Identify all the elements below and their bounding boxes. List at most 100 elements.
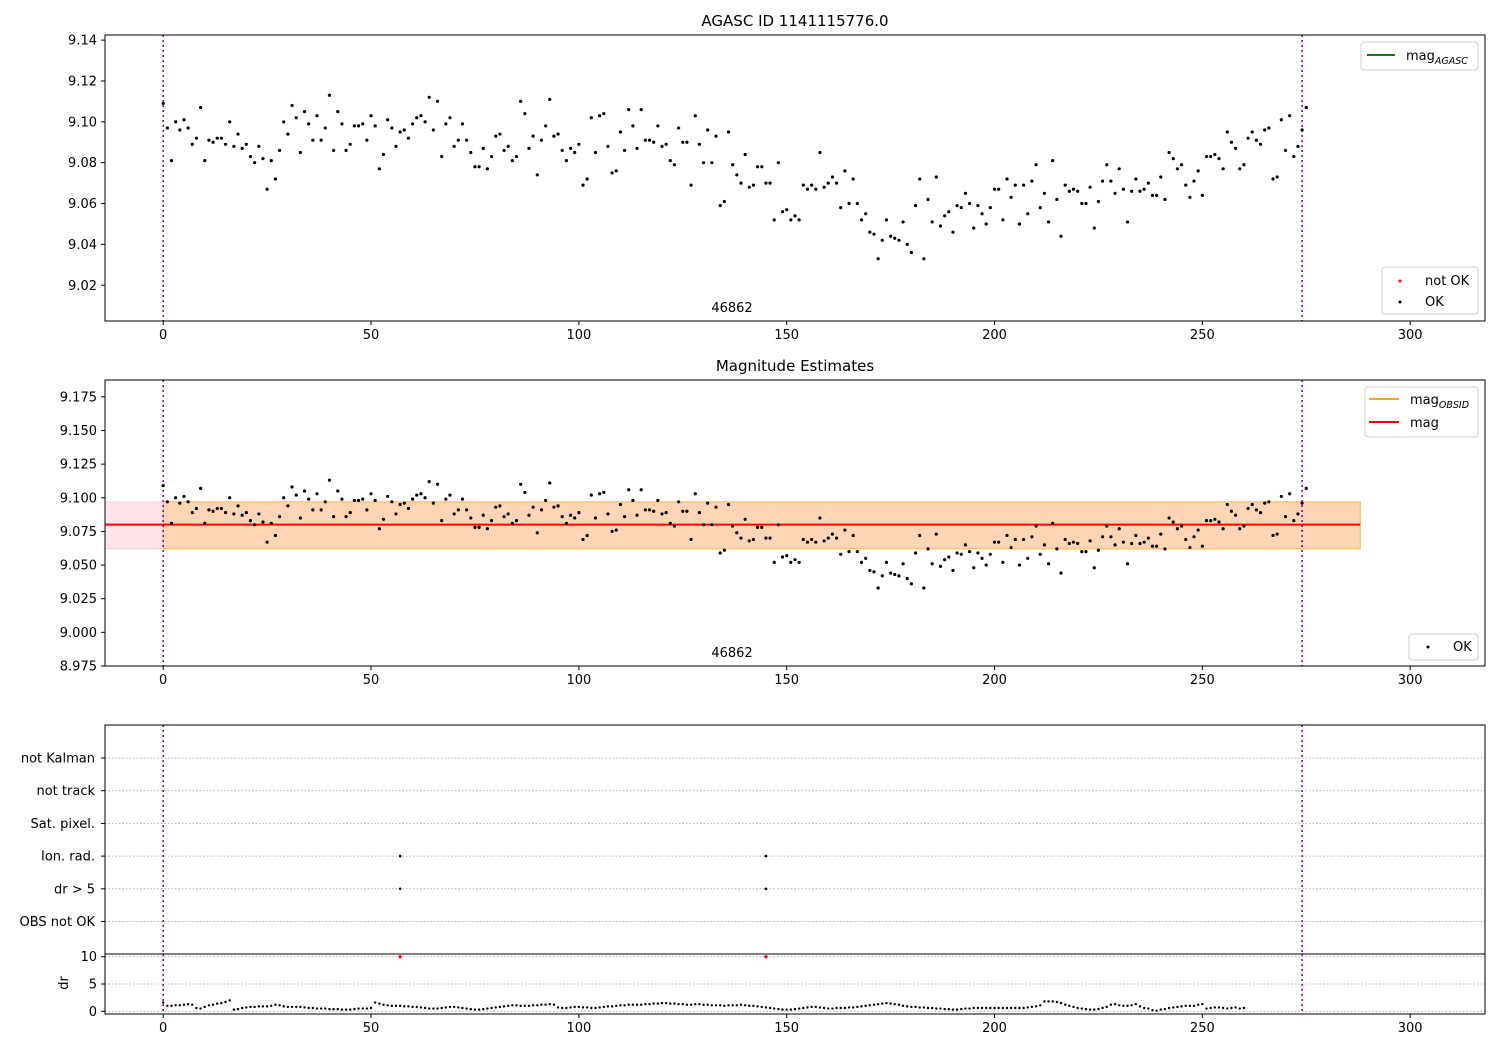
agasc-ok-point (984, 222, 988, 226)
dr-point (1118, 1004, 1121, 1007)
agasc-ok-point (726, 130, 731, 134)
agasc-y-tick-label: 9.04 (68, 238, 97, 253)
dr-point (864, 1004, 867, 1008)
estimates-y-tick-label: 9.100 (60, 491, 97, 506)
estimates-ok-point (880, 574, 884, 578)
estimates-ok-point (1100, 535, 1105, 539)
legend-label-mag-obsid: magOBSID (1410, 393, 1469, 411)
agasc-ok-point (186, 126, 190, 130)
estimates-ok-point (203, 521, 207, 525)
agasc-ok-point (672, 163, 677, 167)
dr-point (311, 1006, 315, 1010)
dr-point (411, 1005, 414, 1009)
agasc-ok-point (319, 138, 323, 142)
dr-point (598, 1006, 601, 1009)
estimates-ok-point (668, 521, 672, 525)
agasc-ok-point (938, 224, 943, 228)
agasc-ok-point (602, 112, 606, 116)
estimates-ok-point (826, 536, 830, 540)
agasc-y-tick-label: 9.14 (68, 34, 97, 49)
dr-point (1009, 1006, 1013, 1010)
dr-point (1109, 1003, 1113, 1006)
agasc-ok-point (1196, 169, 1200, 173)
estimates-ok-point (1267, 500, 1271, 504)
estimates-ok-point (992, 540, 997, 544)
dr-point (648, 1002, 651, 1006)
estimates-ok-point (244, 510, 248, 515)
dr-point (893, 1002, 896, 1006)
dr-point (718, 1004, 722, 1007)
agasc-ok-point (1213, 152, 1217, 157)
agasc-ok-point (1225, 130, 1229, 134)
agasc-ok-point (947, 210, 951, 214)
agasc-ok-point (1017, 222, 1022, 226)
agasc-ok-point (1254, 138, 1258, 142)
dr-point (290, 1005, 294, 1009)
agasc-ok-point (747, 185, 751, 189)
agasc-ok-point (215, 136, 219, 140)
estimates-ok-point (365, 508, 369, 512)
estimates-ok-point (315, 492, 319, 496)
dr-point (847, 1006, 851, 1009)
estimates-ok-point (519, 482, 523, 486)
flags-plot-area (105, 725, 1485, 954)
agasc-ok-point (618, 130, 623, 134)
agasc-ok-point (772, 218, 776, 222)
estimates-ok-point (1204, 519, 1209, 523)
estimates-ok-point (1209, 519, 1213, 523)
agasc-ok-point (697, 142, 701, 146)
dr-point (1172, 1006, 1175, 1009)
dr-point (270, 1004, 273, 1008)
dr-point (868, 1004, 872, 1007)
agasc-ok-point (573, 150, 577, 155)
agasc-ok-point (332, 148, 336, 153)
agasc-ok-point (598, 114, 602, 118)
dr-point (1167, 1006, 1171, 1010)
dr-point (415, 1005, 418, 1009)
estimates-ok-point (282, 496, 286, 500)
dr-point (1059, 1001, 1063, 1005)
agasc-ok-point (793, 214, 797, 218)
dr-point (831, 1007, 834, 1010)
estimates-ok-point (444, 497, 448, 501)
dr-point (1138, 1005, 1142, 1008)
dr-point (232, 1008, 236, 1011)
estimates-ok-point (602, 490, 606, 494)
estimates-ok-point (1213, 517, 1217, 521)
estimates-ok-point (1063, 537, 1067, 542)
estimates-ok-point (876, 586, 880, 590)
estimates-x-tick-label: 150 (774, 673, 799, 688)
dr-point (856, 1005, 859, 1009)
dr-point (1209, 1006, 1212, 1010)
dr-point (710, 1004, 714, 1007)
dr-point (993, 1006, 996, 1010)
agasc-magnitude-panel: AGASC ID 1141115776.0 0 50 100 150 200 250 300… (68, 12, 1486, 343)
dr-point (822, 1006, 826, 1010)
estimates-ok-point (947, 555, 951, 559)
agasc-ok-point (951, 230, 955, 234)
agasc-ok-point (897, 238, 901, 242)
dr-point (182, 1003, 186, 1006)
dr-point (544, 1003, 547, 1006)
estimates-ok-point (257, 512, 261, 516)
agasc-ok-point (701, 161, 706, 165)
agasc-y-tick-label: 9.10 (68, 115, 97, 130)
flag-category-label: not track (36, 784, 95, 799)
agasc-ok-point (290, 103, 294, 108)
estimates-ok-point (323, 500, 327, 504)
agasc-ok-point (531, 134, 535, 138)
flag-point (764, 854, 768, 858)
dr-point (390, 1004, 394, 1008)
dr-point (698, 1002, 701, 1006)
estimates-y-tick-label: 9.025 (60, 592, 97, 607)
estimates-ok-point (909, 582, 913, 586)
agasc-ok-point (1125, 220, 1130, 224)
dr-point (473, 1008, 477, 1011)
agasc-ok-point (706, 128, 710, 132)
dr-point (577, 1005, 581, 1009)
agasc-ok-point (174, 120, 178, 124)
dr-point (519, 1004, 522, 1008)
dr-point (573, 1005, 576, 1009)
estimates-ok-point (1296, 512, 1300, 516)
agasc-ok-point (539, 138, 544, 142)
